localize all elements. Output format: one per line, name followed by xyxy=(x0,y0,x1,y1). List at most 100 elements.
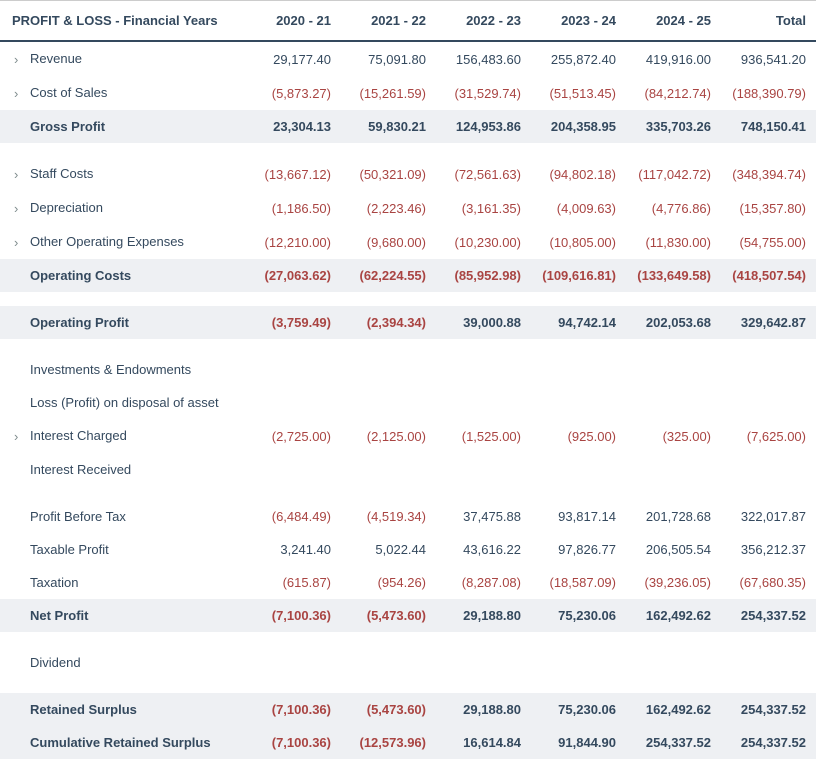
row-label: Retained Surplus xyxy=(0,693,246,726)
cell-value: (51,513.45) xyxy=(531,76,626,110)
cell-value xyxy=(436,646,531,679)
cell-value: 93,817.14 xyxy=(531,500,626,533)
table-row: ›Cost of Sales(5,873.27)(15,261.59)(31,5… xyxy=(0,76,816,110)
cell-value: 75,230.06 xyxy=(531,693,626,726)
profit-loss-table: PROFIT & LOSS - Financial Years2020 - 21… xyxy=(0,0,816,759)
row-label[interactable]: ›Staff Costs xyxy=(0,157,246,191)
cell-value: 255,872.40 xyxy=(531,41,626,76)
row-label[interactable]: ›Depreciation xyxy=(0,191,246,225)
cell-value: 201,728.68 xyxy=(626,500,721,533)
cell-value: 97,826.77 xyxy=(531,533,626,566)
cell-value: (50,321.09) xyxy=(341,157,436,191)
cell-value: (348,394.74) xyxy=(721,157,816,191)
row-label[interactable]: ›Interest Charged xyxy=(0,419,246,453)
cell-value: 356,212.37 xyxy=(721,533,816,566)
cell-value xyxy=(436,386,531,419)
table-row: Taxation(615.87)(954.26)(8,287.08)(18,58… xyxy=(0,566,816,599)
cell-value: (325.00) xyxy=(626,419,721,453)
table-body: ›Revenue29,177.4075,091.80156,483.60255,… xyxy=(0,41,816,759)
spacer-row xyxy=(0,632,816,646)
row-label[interactable]: ›Other Operating Expenses xyxy=(0,225,246,259)
row-label-text: Taxation xyxy=(30,575,78,590)
cell-value xyxy=(626,453,721,486)
cell-value: (117,042.72) xyxy=(626,157,721,191)
table-row: Investments & Endowments xyxy=(0,353,816,386)
cell-value: (6,484.49) xyxy=(246,500,341,533)
row-label-text: Gross Profit xyxy=(30,119,105,134)
row-label-text: Depreciation xyxy=(30,200,103,215)
cell-value xyxy=(246,453,341,486)
cell-value: (1,525.00) xyxy=(436,419,531,453)
cell-value: 322,017.87 xyxy=(721,500,816,533)
table-row: ›Other Operating Expenses(12,210.00)(9,6… xyxy=(0,225,816,259)
row-label: Profit Before Tax xyxy=(0,500,246,533)
row-label: Investments & Endowments xyxy=(0,353,246,386)
row-label-text: Other Operating Expenses xyxy=(30,234,184,249)
row-label-text: Taxable Profit xyxy=(30,542,109,557)
cell-value xyxy=(246,353,341,386)
row-label[interactable]: ›Revenue xyxy=(0,41,246,76)
cell-value: 202,053.68 xyxy=(626,306,721,339)
chevron-right-icon[interactable]: › xyxy=(14,201,28,216)
table-row: Net Profit(7,100.36)(5,473.60)29,188.807… xyxy=(0,599,816,632)
cell-value: 124,953.86 xyxy=(436,110,531,143)
cell-value xyxy=(436,453,531,486)
header-label: PROFIT & LOSS - Financial Years xyxy=(0,1,246,42)
spacer-row xyxy=(0,143,816,157)
cell-value: (85,952.98) xyxy=(436,259,531,292)
cell-value xyxy=(341,453,436,486)
cell-value: (2,223.46) xyxy=(341,191,436,225)
chevron-right-icon[interactable]: › xyxy=(14,429,28,444)
row-label-text: Staff Costs xyxy=(30,166,93,181)
cell-value: 75,230.06 xyxy=(531,599,626,632)
cell-value: (7,100.36) xyxy=(246,693,341,726)
cell-value: 29,177.40 xyxy=(246,41,341,76)
cell-value: 419,916.00 xyxy=(626,41,721,76)
cell-value: 59,830.21 xyxy=(341,110,436,143)
row-label-text: Operating Costs xyxy=(30,268,131,283)
row-label-text: Cumulative Retained Surplus xyxy=(30,735,211,750)
table-row: Operating Profit(3,759.49)(2,394.34)39,0… xyxy=(0,306,816,339)
cell-value: (615.87) xyxy=(246,566,341,599)
table-row: Profit Before Tax(6,484.49)(4,519.34)37,… xyxy=(0,500,816,533)
chevron-right-icon[interactable]: › xyxy=(14,235,28,250)
chevron-right-icon[interactable]: › xyxy=(14,167,28,182)
cell-value: (13,667.12) xyxy=(246,157,341,191)
cell-value: (10,230.00) xyxy=(436,225,531,259)
cell-value: 936,541.20 xyxy=(721,41,816,76)
table-row: Gross Profit23,304.1359,830.21124,953.86… xyxy=(0,110,816,143)
table-row: Loss (Profit) on disposal of asset xyxy=(0,386,816,419)
cell-value xyxy=(341,386,436,419)
chevron-right-icon[interactable]: › xyxy=(14,86,28,101)
cell-value: 156,483.60 xyxy=(436,41,531,76)
cell-value: (54,755.00) xyxy=(721,225,816,259)
row-label-text: Operating Profit xyxy=(30,315,129,330)
chevron-right-icon[interactable]: › xyxy=(14,52,28,67)
cell-value: 329,642.87 xyxy=(721,306,816,339)
cell-value: (133,649.58) xyxy=(626,259,721,292)
cell-value: (10,805.00) xyxy=(531,225,626,259)
cell-value: (925.00) xyxy=(531,419,626,453)
cell-value: (39,236.05) xyxy=(626,566,721,599)
cell-value: (2,125.00) xyxy=(341,419,436,453)
cell-value: 37,475.88 xyxy=(436,500,531,533)
cell-value xyxy=(341,646,436,679)
cell-value: (84,212.74) xyxy=(626,76,721,110)
row-label-text: Cost of Sales xyxy=(30,85,107,100)
row-label: Loss (Profit) on disposal of asset xyxy=(0,386,246,419)
row-label: Interest Received xyxy=(0,453,246,486)
cell-value: (1,186.50) xyxy=(246,191,341,225)
cell-value: 29,188.80 xyxy=(436,693,531,726)
cell-value: (9,680.00) xyxy=(341,225,436,259)
row-label[interactable]: ›Cost of Sales xyxy=(0,76,246,110)
cell-value xyxy=(626,646,721,679)
cell-value: 162,492.62 xyxy=(626,599,721,632)
cell-value: (72,561.63) xyxy=(436,157,531,191)
row-label: Net Profit xyxy=(0,599,246,632)
cell-value xyxy=(436,353,531,386)
cell-value xyxy=(531,353,626,386)
cell-value: (418,507.54) xyxy=(721,259,816,292)
table-row: Cumulative Retained Surplus(7,100.36)(12… xyxy=(0,726,816,759)
cell-value: (5,873.27) xyxy=(246,76,341,110)
header-period: 2022 - 23 xyxy=(436,1,531,42)
